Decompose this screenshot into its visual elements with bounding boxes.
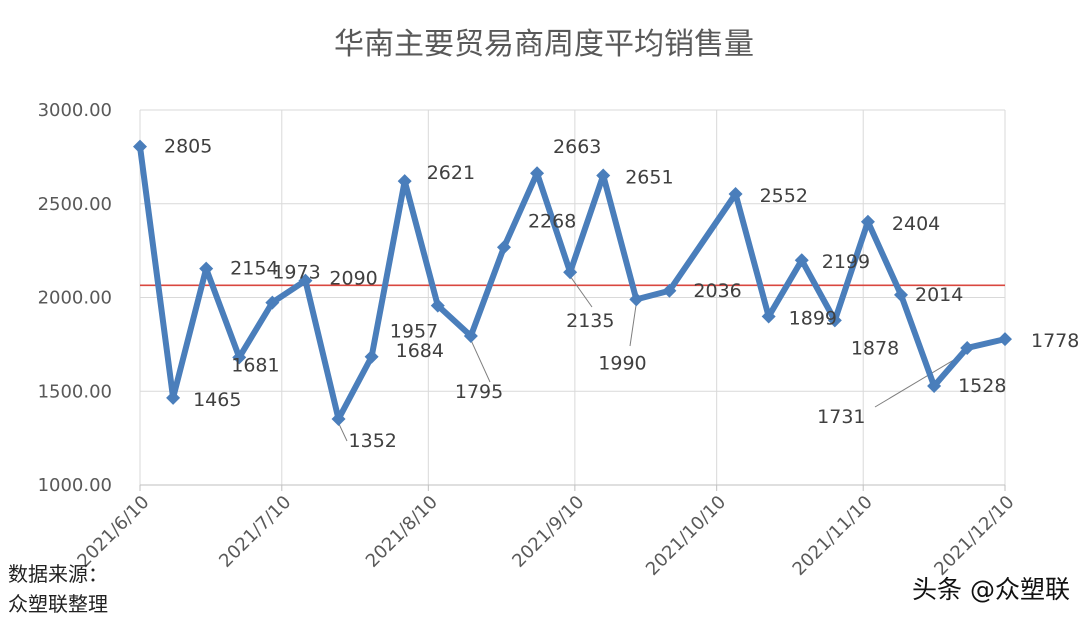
data-marker — [265, 295, 280, 310]
data-label: 2552 — [760, 185, 808, 207]
x-tick-label: 2021/8/10 — [362, 492, 442, 572]
data-label: 1528 — [958, 375, 1006, 397]
x-axis: 2021/6/10 2021/7/10 2021/8/10 2021/9/10 2021… — [73, 484, 1019, 580]
x-tick-label: 2021/10/10 — [642, 492, 730, 580]
y-tick-label: 2000.00 — [38, 288, 112, 309]
data-label: 1990 — [598, 352, 646, 374]
y-axis: 1000.00 1500.00 2000.00 2500.00 3000.00 — [38, 100, 112, 496]
data-marker — [629, 292, 644, 307]
source-value: 众塑联整理 — [8, 592, 108, 616]
data-marker — [563, 265, 578, 280]
data-marker — [331, 412, 346, 426]
data-label: 1878 — [851, 337, 899, 359]
data-label: 2404 — [892, 213, 940, 235]
data-marker — [827, 313, 842, 328]
y-tick-label: 3000.00 — [38, 100, 112, 121]
data-marker — [397, 174, 412, 189]
data-label: 1899 — [789, 307, 837, 329]
data-marker — [166, 390, 181, 405]
data-label: 2663 — [553, 136, 601, 158]
data-marker — [530, 166, 545, 181]
series-line — [137, 143, 1008, 422]
data-marker — [794, 253, 809, 268]
data-marker — [596, 168, 611, 183]
data-label: 1957 — [390, 321, 438, 343]
data-marker — [662, 283, 677, 298]
data-marker — [199, 261, 214, 276]
data-marker — [364, 349, 379, 364]
leader-line — [470, 339, 491, 383]
data-marker — [298, 273, 313, 288]
data-label: 2135 — [566, 310, 614, 332]
data-marker — [463, 328, 478, 343]
data-label: 1795 — [455, 381, 503, 403]
data-marker — [496, 240, 511, 255]
data-label: 1352 — [349, 430, 397, 452]
data-markers — [133, 139, 1012, 426]
data-label: 1778 — [1031, 330, 1079, 352]
data-marker — [860, 214, 875, 229]
x-tick-label: 2021/11/10 — [789, 492, 877, 580]
data-marker — [927, 379, 942, 393]
data-label: 2651 — [625, 166, 673, 188]
data-label: 1731 — [817, 406, 865, 428]
y-tick-label: 1500.00 — [38, 381, 112, 402]
data-marker — [430, 298, 445, 313]
data-label: 2036 — [693, 280, 741, 302]
data-marker — [133, 139, 147, 154]
data-label: 1684 — [396, 340, 444, 362]
data-marker — [232, 350, 247, 365]
data-marker — [728, 187, 743, 201]
leader-line — [629, 303, 637, 347]
data-label: 2154 — [230, 258, 278, 280]
leader-line — [569, 275, 593, 308]
x-tick-label: 2021/7/10 — [215, 492, 295, 572]
grid-lines — [139, 109, 1006, 486]
y-tick-label: 1000.00 — [38, 475, 112, 496]
leader-line — [338, 422, 348, 442]
source-label: 数据来源： — [8, 562, 108, 586]
data-label: 1973 — [272, 262, 320, 284]
data-marker — [761, 309, 776, 324]
data-label: 2014 — [915, 284, 963, 306]
data-marker — [998, 332, 1012, 347]
data-marker — [960, 340, 975, 355]
data-label: 1465 — [193, 389, 241, 411]
y-tick-label: 2500.00 — [38, 194, 112, 215]
data-labels: 2805 1465 2154 1681 1973 2090 1352 1684 2621 1957… — [164, 136, 1079, 452]
data-label: 2199 — [822, 251, 870, 273]
chart-title: 华南主要贸易商周度平均销售量 — [334, 27, 754, 62]
x-tick-label: 2021/9/10 — [508, 492, 588, 572]
x-tick-label: 2021/12/10 — [930, 492, 1018, 580]
data-label: 2268 — [528, 210, 576, 232]
watermark-text: 头条 @众塑联 — [912, 575, 1070, 604]
data-label: 2621 — [427, 162, 475, 184]
data-label: 2090 — [329, 268, 377, 290]
data-label: 1681 — [231, 354, 279, 376]
data-marker — [894, 287, 909, 302]
data-label: 2805 — [164, 136, 212, 158]
